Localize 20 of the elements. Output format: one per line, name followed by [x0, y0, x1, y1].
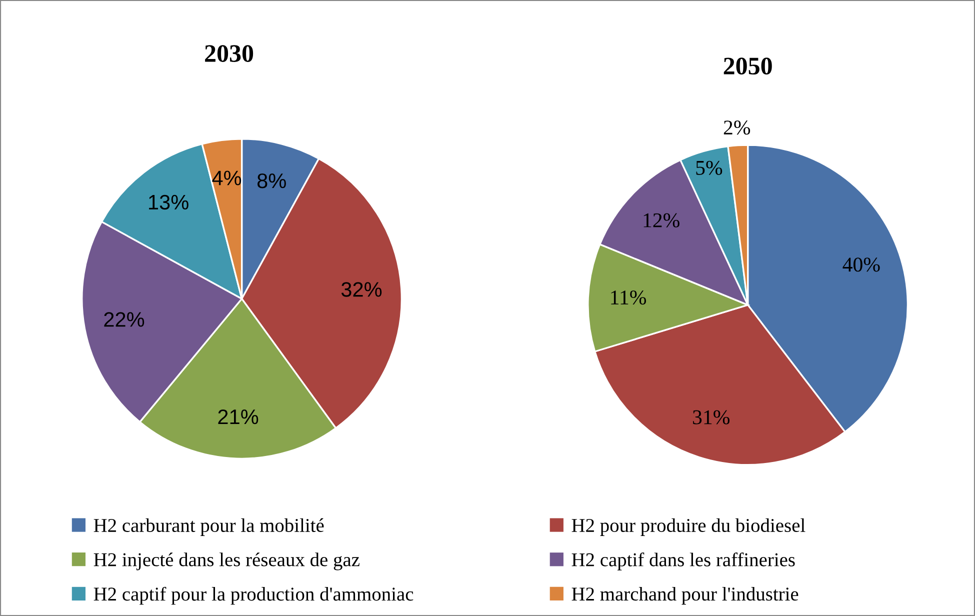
data-label: 2%	[724, 120, 750, 135]
data-label: 32%	[341, 282, 382, 297]
data-label: 4%	[212, 170, 242, 186]
legend-label: H2 carburant pour la mobilité	[94, 518, 324, 536]
data-label: 13%	[149, 194, 188, 210]
data-label: 40%	[842, 258, 880, 272]
legend-label: H2 pour produire du biodiesel	[572, 518, 806, 536]
data-label: 31%	[693, 410, 730, 424]
legend-label: H2 captif dans les raffineries	[572, 552, 795, 570]
legend-label: H2 injecté dans les réseaux de gaz	[94, 552, 360, 570]
data-label: 5%	[696, 160, 722, 175]
chart-title: 2050	[724, 58, 772, 75]
legend-label: H2 captif pour la production d'ammoniac	[94, 586, 414, 605]
chart-title: 2030	[205, 45, 254, 62]
data-label: 12%	[644, 213, 680, 228]
legend-label: H2 marchand pour l'industrie	[572, 586, 798, 605]
data-label: 11%	[611, 290, 646, 305]
data-label: 21%	[218, 409, 258, 424]
data-label: 8%	[257, 173, 286, 188]
data-label: 22%	[104, 312, 144, 327]
